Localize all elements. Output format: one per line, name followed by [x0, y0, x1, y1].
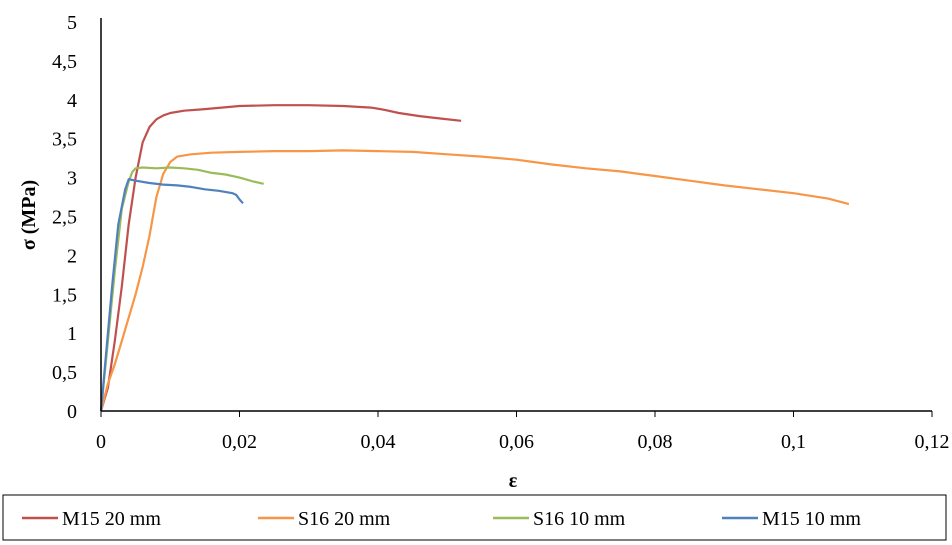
x-tick-label: 0,08: [638, 431, 673, 453]
x-tick-label: 0,02: [222, 431, 257, 453]
legend-label: S16 10 mm: [533, 508, 626, 530]
series-line: [99, 104, 462, 412]
legend: M15 20 mm S16 20 mm S16 10 mm M15 10 mm: [22, 508, 861, 530]
y-tick-label: 2: [67, 245, 77, 267]
y-tick-label: 5: [67, 12, 77, 34]
legend-label: S16 20 mm: [298, 508, 391, 530]
legend-label: M15 20 mm: [62, 508, 161, 530]
y-tick-label: 0: [67, 401, 77, 423]
y-axis-ticks: 0 0,5 1 1,5 2 2,5 3 3,5 4 4,5 5: [52, 12, 77, 423]
x-tick-label: 0,12: [915, 431, 950, 453]
x-tick-label: 0,1: [781, 431, 806, 453]
series-layer: [99, 104, 850, 412]
y-tick-label: 1: [67, 323, 77, 345]
series-line: [99, 166, 264, 412]
x-tick-label: 0: [96, 431, 106, 453]
x-axis-ticks: 0 0,02 0,04 0,06 0,08 0,1 0,12: [96, 411, 950, 453]
y-tick-label: 3,5: [52, 129, 77, 151]
y-tick-label: 0,5: [52, 362, 77, 384]
x-axis-title: ε: [509, 470, 518, 492]
y-tick-label: 4,5: [52, 51, 77, 73]
y-axis-title: σ (MPa): [18, 180, 40, 250]
y-tick-label: 3: [67, 168, 77, 190]
legend-box: [2, 494, 947, 541]
x-tick-label: 0,06: [499, 431, 534, 453]
series-line: [99, 149, 850, 412]
y-tick-label: 1,5: [52, 284, 77, 306]
x-tick-label: 0,04: [361, 431, 396, 453]
y-tick-label: 4: [67, 90, 77, 112]
series-line: [99, 178, 244, 412]
y-tick-label: 2,5: [52, 207, 77, 229]
legend-label: M15 10 mm: [762, 508, 861, 530]
